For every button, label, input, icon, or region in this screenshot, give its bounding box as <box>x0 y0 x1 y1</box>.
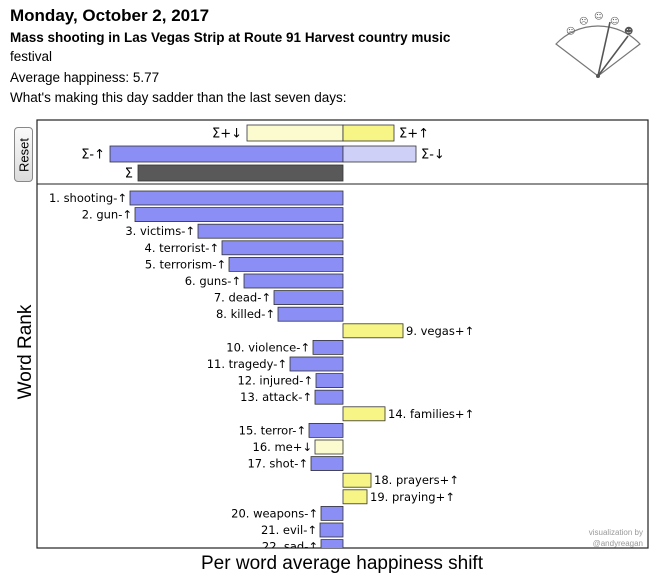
average-happiness: Average happiness: 5.77 <box>10 70 160 85</box>
svg-text:☻: ☻ <box>624 26 633 37</box>
word-label: 5. terrorism-↑ <box>145 257 226 271</box>
page-date: Monday, October 2, 2017 <box>10 6 210 25</box>
word-label: 16. me+↓ <box>253 440 313 454</box>
word-bar <box>312 339 344 355</box>
summary-label: Σ-↓ <box>421 148 445 163</box>
word-label: 14. families+↑ <box>388 407 474 421</box>
summary-label: Σ+↓ <box>212 127 242 142</box>
word-label: 7. dead-↑ <box>214 291 271 305</box>
summary-bar <box>342 145 417 163</box>
word-label: 2. gun-↑ <box>82 208 132 222</box>
x-axis-label: Per word average happiness shift <box>201 553 483 574</box>
word-label: 20. weapons-↑ <box>231 506 318 520</box>
word-label: 6. guns-↑ <box>185 274 241 288</box>
word-label: 11. tragedy-↑ <box>207 357 287 371</box>
summary-label: Σ <box>125 167 133 182</box>
word-bar <box>289 356 344 372</box>
reset-button[interactable]: Reset <box>14 127 33 182</box>
word-label: 1. shooting-↑ <box>49 191 127 205</box>
event-title-continued: festival <box>10 49 53 64</box>
word-bars: 1. shooting-↑ 2. gun-↑ 3. victims-↑ 4. terr… <box>49 190 474 554</box>
chart-question: What's making this day sadder than the l… <box>10 90 347 105</box>
word-bar <box>277 306 344 322</box>
summary-bar <box>246 124 344 142</box>
word-bar <box>273 290 344 306</box>
visualization-credit: visualization by @andyreagan <box>588 528 643 548</box>
svg-text:☹: ☹ <box>579 16 588 27</box>
word-bar <box>221 240 344 256</box>
word-label: 17. shot-↑ <box>247 457 308 471</box>
y-axis-label: Word Rank <box>15 304 36 400</box>
summary-label: Σ+↑ <box>399 127 429 142</box>
word-label: 10. violence-↑ <box>226 340 310 354</box>
word-bar <box>320 539 344 548</box>
svg-text:☹: ☹ <box>566 26 575 37</box>
event-title: Mass shooting in Las Vegas Strip at Rout… <box>10 30 451 45</box>
word-label: 19. praying+↑ <box>370 490 455 504</box>
word-label: 22. sad-↑ <box>262 540 318 554</box>
word-label: 3. victims-↑ <box>125 224 195 238</box>
word-bar <box>310 456 344 472</box>
word-bar <box>319 522 344 538</box>
summary-label: Σ-↑ <box>81 148 105 163</box>
word-bar <box>342 323 404 339</box>
word-label: 13. attack-↑ <box>240 390 312 404</box>
happiness-gauge-icon: ☹ ☹ ☺ ☺ ☻ <box>555 11 641 78</box>
word-bar <box>342 406 386 422</box>
word-bar <box>228 256 344 272</box>
word-bar <box>342 489 368 505</box>
word-label: 18. prayers+↑ <box>374 473 459 487</box>
word-label: 15. terror-↑ <box>239 423 306 437</box>
word-bar <box>314 389 344 405</box>
word-bar <box>342 472 372 488</box>
word-label: 12. injured-↑ <box>237 374 313 388</box>
word-bar <box>134 207 344 223</box>
word-label: 21. evil-↑ <box>261 523 317 537</box>
svg-text:☺: ☺ <box>594 11 603 22</box>
word-bar <box>308 422 344 438</box>
summary-bar <box>342 124 395 142</box>
word-bar <box>197 223 344 239</box>
summary-bar <box>137 164 344 182</box>
word-label: 8. killed-↑ <box>216 307 275 321</box>
word-label: 4. terrorist-↑ <box>145 241 219 255</box>
word-bar <box>315 373 344 389</box>
summary-bar <box>109 145 344 163</box>
svg-text:☺: ☺ <box>610 16 619 27</box>
word-bar <box>320 505 344 521</box>
word-bar <box>243 273 344 289</box>
word-label: 9. vegas+↑ <box>406 324 474 338</box>
word-bar <box>129 190 344 206</box>
word-bar <box>314 439 344 455</box>
